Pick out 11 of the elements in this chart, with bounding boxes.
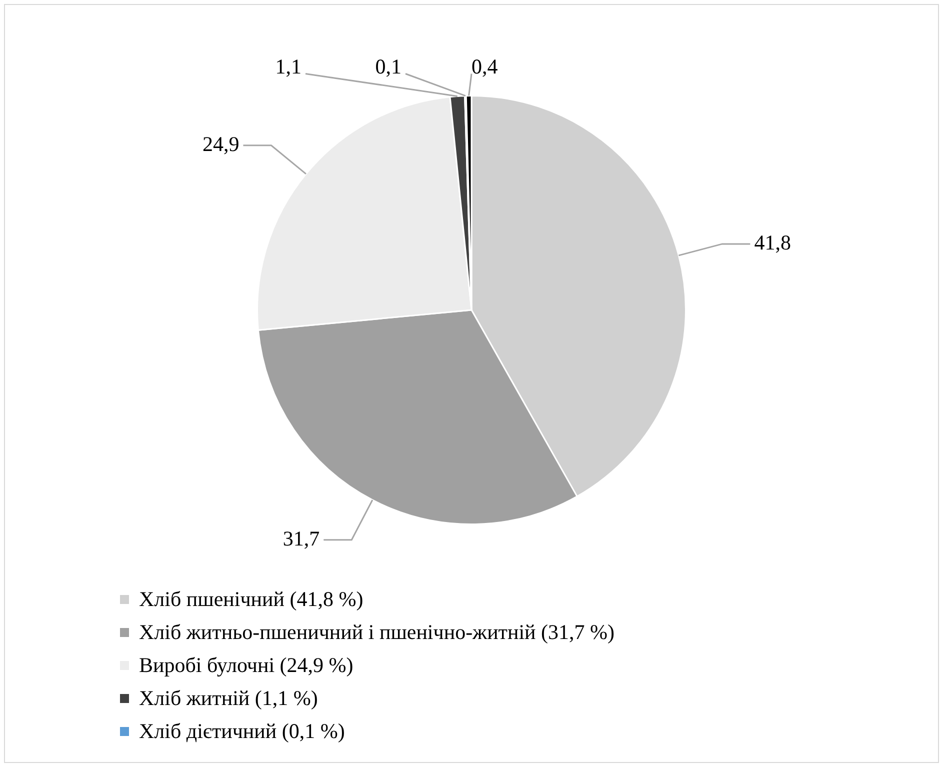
legend-label: Виробі булочні (24,9 %)	[139, 653, 354, 678]
legend-label: Хліб житній (1,1 %)	[139, 686, 318, 711]
data-label: 24,9	[202, 132, 240, 156]
data-label: 1,1	[275, 54, 302, 78]
data-label: 0,4	[472, 54, 498, 78]
legend-label: Хліб житньо-пшеничний і пшенічно-житній (31,7 %)	[139, 620, 615, 645]
data-label: 0,1	[375, 54, 402, 78]
legend-label: Хліб дієтичний (0,1 %)	[139, 719, 345, 744]
legend-label: Хліб пшенічний (41,8 %)	[139, 587, 364, 612]
data-label: 31,7	[282, 526, 320, 550]
data-label: 41,8	[754, 230, 791, 254]
